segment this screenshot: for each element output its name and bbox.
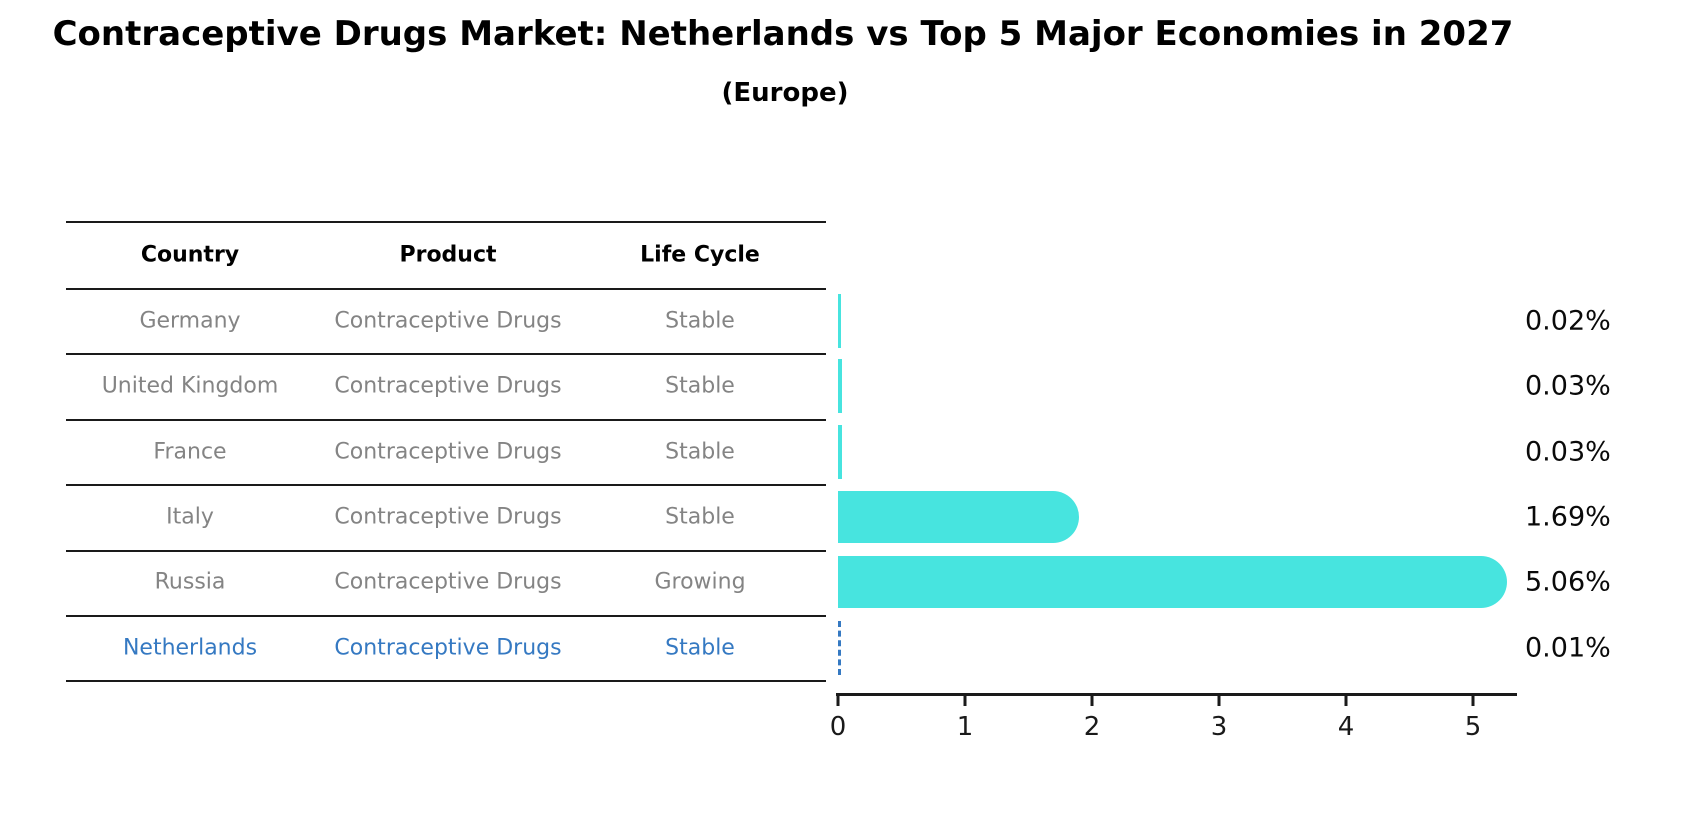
table-row-italy-country: Italy — [166, 504, 214, 530]
table-header-product: Product — [399, 242, 497, 268]
table-row-germany-country: Germany — [139, 308, 241, 334]
bar-france — [838, 424, 842, 479]
table-row-italy-product: Contraceptive Drugs — [334, 504, 562, 530]
x-tick-mark-0 — [836, 696, 840, 706]
bar-value-label-germany: 0.02% — [1525, 305, 1611, 337]
chart-subtitle: (Europe) — [721, 78, 849, 108]
table-row-netherlands-country: Netherlands — [122, 635, 258, 661]
bar-russia — [838, 556, 1507, 609]
bar-value-label-netherlands: 0.01% — [1525, 632, 1611, 664]
table-row-united-kingdom-life-cycle: Stable — [665, 373, 735, 399]
x-tick-label-3: 3 — [1210, 712, 1228, 742]
table-row-netherlands-product: Contraceptive Drugs — [334, 635, 562, 661]
table-header-country: Country — [140, 242, 240, 268]
table-header-life-cycle: Life Cycle — [640, 242, 760, 268]
x-tick-mark-2 — [1090, 696, 1094, 706]
bar-netherlands — [838, 620, 841, 675]
table-row-netherlands-life-cycle: Stable — [665, 635, 735, 661]
table-rule-3 — [66, 419, 826, 421]
chart-title: Contraceptive Drugs Market: Netherlands … — [52, 14, 1514, 54]
table-rule-0 — [66, 221, 826, 223]
bar-germany — [838, 293, 841, 348]
x-tick-label-4: 4 — [1337, 712, 1355, 742]
x-tick-mark-3 — [1217, 696, 1221, 706]
table-rule-4 — [66, 484, 826, 486]
table-row-germany-product: Contraceptive Drugs — [334, 308, 562, 334]
table-rule-5 — [66, 550, 826, 552]
table-row-russia-product: Contraceptive Drugs — [334, 569, 562, 595]
x-tick-mark-5 — [1471, 696, 1475, 706]
x-tick-label-2: 2 — [1083, 712, 1101, 742]
x-tick-mark-4 — [1344, 696, 1348, 706]
table-row-germany-life-cycle: Stable — [665, 308, 735, 334]
x-tick-mark-1 — [963, 696, 967, 706]
table-row-france-product: Contraceptive Drugs — [334, 439, 562, 464]
table-row-france-country: France — [153, 439, 227, 464]
bar-value-label-united-kingdom: 0.03% — [1525, 370, 1611, 402]
table-rule-6 — [66, 615, 826, 617]
table-row-united-kingdom-country: United Kingdom — [101, 373, 279, 399]
table-row-united-kingdom-product: Contraceptive Drugs — [334, 373, 562, 399]
bar-value-label-russia: 5.06% — [1525, 566, 1611, 598]
x-tick-label-0: 0 — [829, 712, 847, 742]
table-row-russia-life-cycle: Growing — [654, 569, 746, 595]
table-rule-1 — [66, 288, 826, 290]
bar-italy — [838, 490, 1079, 543]
table-row-russia-country: Russia — [154, 569, 226, 595]
table-row-france-life-cycle: Stable — [665, 439, 735, 464]
bar-united-kingdom — [838, 359, 842, 414]
bar-value-label-france: 0.03% — [1525, 436, 1611, 467]
table-rule-2 — [66, 353, 826, 355]
x-tick-label-5: 5 — [1464, 712, 1482, 742]
x-tick-label-1: 1 — [956, 712, 974, 742]
table-rule-7 — [66, 680, 826, 682]
x-axis-line — [836, 693, 1517, 696]
bar-value-label-italy: 1.69% — [1525, 501, 1611, 533]
table-row-italy-life-cycle: Stable — [665, 504, 735, 530]
